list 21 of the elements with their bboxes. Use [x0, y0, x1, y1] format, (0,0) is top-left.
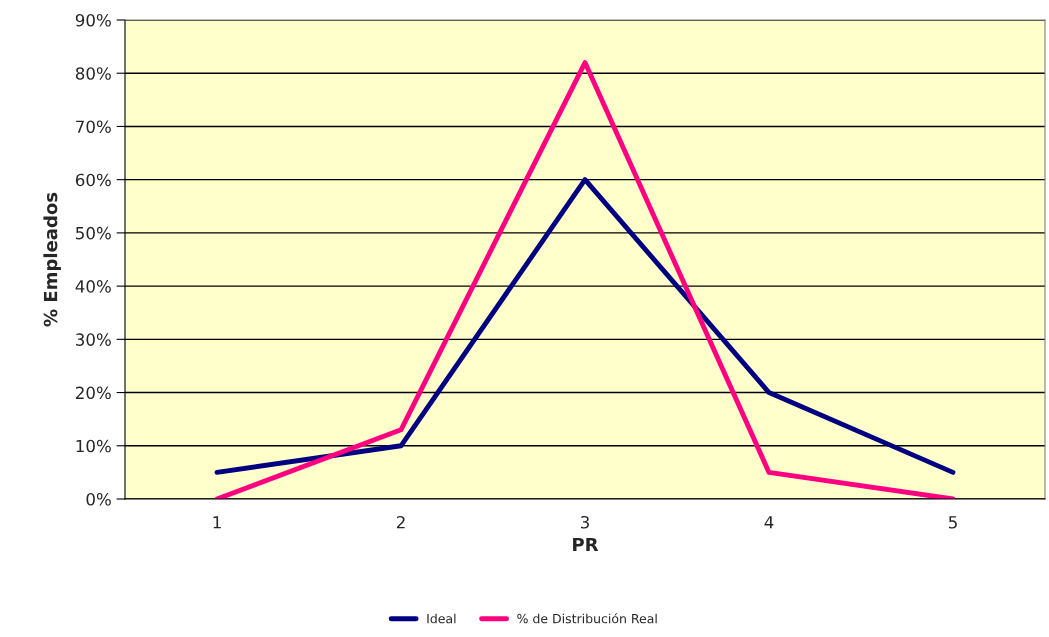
y-tick-label: 60%	[75, 173, 111, 187]
x-tick-label: 5	[948, 516, 957, 529]
y-tick-label: 10%	[76, 439, 111, 453]
y-tick-label: 80%	[75, 67, 111, 80]
x-axis-title: PR	[573, 537, 599, 552]
y-tick-label: 50%	[76, 226, 111, 240]
x-tick-label: 2	[396, 515, 405, 529]
y-tick-label: 90%	[75, 13, 111, 27]
x-tick-label: 3	[580, 515, 589, 529]
legend-label: % de Distribución Real	[517, 613, 657, 624]
line-series	[214, 60, 956, 499]
y-tick-label: 20%	[75, 386, 111, 400]
y-tick-label: 40%	[75, 280, 111, 293]
y-tick-label: 0%	[86, 492, 111, 506]
line-series	[214, 177, 956, 475]
y-axis-title: % Empleados	[43, 192, 61, 327]
legend-label: Ideal	[427, 613, 456, 624]
x-tick-label: 1	[213, 516, 221, 529]
y-tick-label: 70%	[76, 120, 111, 134]
y-tick-label: 30%	[76, 333, 111, 346]
x-tick-label: 4	[764, 516, 774, 529]
